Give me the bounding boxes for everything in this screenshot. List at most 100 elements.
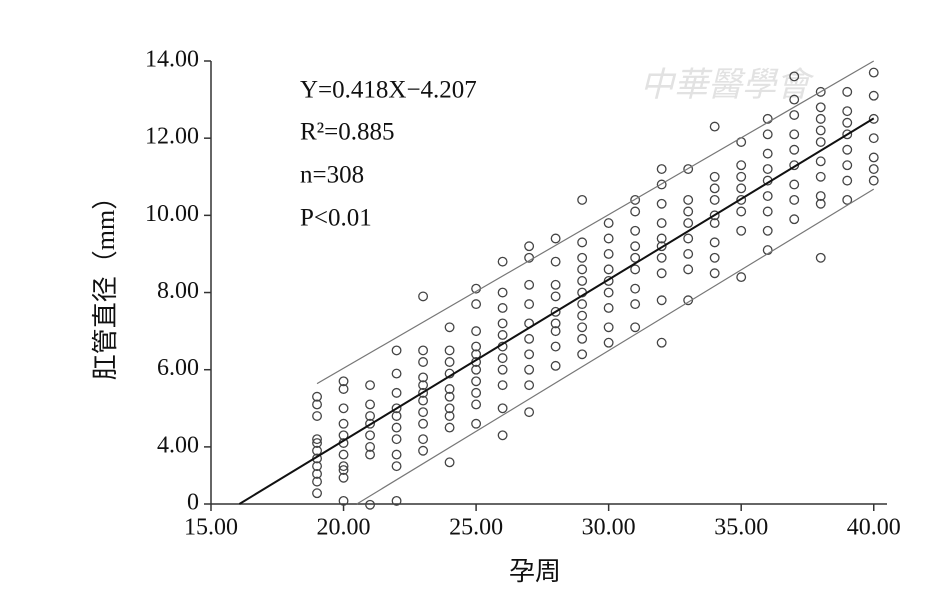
point — [577, 276, 588, 286]
point — [630, 206, 641, 217]
point — [471, 399, 482, 410]
point — [365, 499, 376, 510]
point — [815, 198, 826, 209]
point — [391, 403, 402, 414]
point — [789, 194, 800, 205]
point — [683, 264, 694, 275]
point — [550, 291, 561, 302]
point — [471, 418, 482, 429]
point — [736, 272, 747, 283]
point — [471, 364, 482, 375]
point — [656, 268, 667, 279]
point — [762, 164, 773, 174]
point — [762, 191, 773, 202]
point — [762, 225, 773, 236]
point — [365, 441, 376, 452]
point — [418, 418, 429, 429]
point — [550, 341, 561, 352]
point — [762, 148, 773, 159]
point — [815, 191, 826, 202]
point — [630, 322, 641, 333]
point — [391, 495, 402, 506]
y-tick-label: 6.00 — [157, 355, 199, 381]
point — [683, 194, 694, 205]
y-tick-label: 12.00 — [145, 124, 199, 150]
point — [338, 472, 349, 483]
point — [444, 422, 455, 433]
point — [630, 241, 641, 252]
point — [365, 430, 376, 441]
y-tick-label: 4.00 — [157, 432, 199, 458]
point — [736, 160, 747, 171]
point — [603, 303, 614, 313]
annotation: Y=0.418X−4.207 — [300, 77, 477, 104]
point — [789, 71, 800, 82]
point — [868, 67, 879, 78]
point — [868, 113, 879, 124]
point — [603, 287, 614, 298]
point — [471, 326, 482, 337]
point — [418, 407, 429, 418]
point — [683, 233, 694, 244]
point — [550, 256, 561, 267]
point — [630, 283, 641, 294]
point — [868, 133, 879, 144]
point — [656, 241, 667, 252]
point — [842, 144, 853, 155]
point — [524, 407, 535, 418]
point — [497, 380, 508, 391]
point — [497, 430, 508, 441]
point — [524, 299, 535, 310]
point — [630, 194, 641, 205]
point — [312, 488, 322, 499]
annotation: R²=0.885 — [300, 119, 395, 146]
point — [868, 175, 879, 186]
point — [709, 237, 720, 248]
point — [815, 171, 826, 182]
point — [789, 94, 800, 105]
point — [656, 198, 667, 209]
point — [365, 380, 376, 391]
point — [391, 434, 402, 445]
point — [656, 233, 667, 244]
point — [577, 349, 588, 360]
y-tick-label: 0 — [187, 490, 199, 516]
annotation: n=308 — [300, 162, 364, 189]
point — [391, 411, 402, 421]
point — [550, 279, 561, 290]
point — [524, 349, 535, 360]
point — [524, 333, 535, 344]
point — [577, 322, 588, 333]
regression-line — [238, 117, 875, 505]
x-tick-label: 40.00 — [847, 515, 901, 541]
point — [815, 137, 826, 147]
point — [312, 391, 322, 402]
point — [391, 368, 402, 379]
point — [312, 476, 322, 487]
point — [444, 357, 455, 367]
point — [709, 268, 720, 279]
point — [312, 434, 322, 445]
y-tick-label: 14.00 — [145, 47, 199, 73]
point — [418, 395, 429, 406]
point — [577, 310, 588, 321]
point — [338, 465, 349, 475]
point — [497, 403, 508, 414]
y-axis-label: 肛管直径（mm） — [91, 184, 120, 380]
point — [683, 164, 694, 174]
prediction-band — [316, 60, 875, 385]
point — [709, 218, 720, 229]
point — [577, 299, 588, 310]
point — [497, 364, 508, 375]
point — [603, 233, 614, 244]
point — [471, 376, 482, 387]
point — [842, 194, 853, 205]
point — [524, 241, 535, 252]
point — [603, 276, 614, 286]
point — [391, 461, 402, 472]
point — [603, 248, 614, 259]
point — [497, 318, 508, 329]
point — [444, 322, 455, 333]
point — [312, 445, 322, 456]
point — [444, 403, 455, 414]
